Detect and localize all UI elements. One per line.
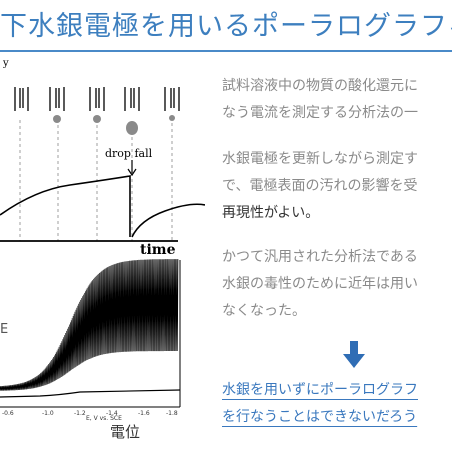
p1-line-2: なう電流を測定する分析法の一 xyxy=(222,105,418,121)
paragraph-3: かつて汎用された分析法である 水銀の毒性のために近年は用い なくなった。 xyxy=(222,244,452,325)
left-axis-fragment: E xyxy=(0,322,8,337)
paragraph-2: 水銀電極を更新しながら測定す で、電極表面の汚れの影響を受 再現性がよい。 xyxy=(222,146,452,227)
electrode-5 xyxy=(164,87,180,111)
mercury-drop-falling xyxy=(126,121,138,135)
drop-fall-label: drop fall xyxy=(105,147,153,160)
p2-line-3: 再現性がよい。 xyxy=(222,205,320,221)
mercury-drop-5 xyxy=(169,115,175,121)
mercury-drop-1 xyxy=(53,115,61,123)
tick-label: -1.6 xyxy=(138,410,150,417)
p2-line-1: 水銀電極を更新しながら測定す xyxy=(222,151,418,167)
electrodes xyxy=(14,87,180,111)
tick-label: -0.6 xyxy=(2,410,14,417)
time-axis-label: time xyxy=(140,242,176,258)
tick-label: -1.2 xyxy=(74,410,86,417)
paragraph-1: 試料溶液中の物質の酸化還元に なう電流を測定する分析法の一 xyxy=(222,73,452,127)
p2-line-2: で、電極表面の汚れの影響を受 xyxy=(222,178,418,194)
tick-label: -1.4 xyxy=(106,410,118,417)
down-arrow-icon xyxy=(343,341,365,369)
title-underline xyxy=(0,50,452,52)
p3-line-2: 水銀の毒性のために近年は用い xyxy=(222,276,418,292)
polarography-figure: y drop fall time xyxy=(0,55,205,452)
top-ylabel: y xyxy=(2,58,9,69)
figure-svg: y drop fall time xyxy=(0,58,205,441)
potential-axis-label: 電位 xyxy=(110,423,140,441)
axis-unit-fragment: E, V vs. SCE xyxy=(86,415,122,422)
electrode-2 xyxy=(49,87,65,111)
tick-label: -1.0 xyxy=(42,410,54,417)
tick-label: -1.8 xyxy=(166,410,178,417)
p3-line-1: かつて汎用された分析法である xyxy=(222,249,418,265)
mercury-drop-2 xyxy=(93,115,101,123)
electrode-1 xyxy=(14,87,29,111)
dashed-guides xyxy=(19,120,173,241)
question-text: 水銀を用いずにポーラログラフ を行なうことはできないだろう xyxy=(222,377,452,431)
p1-line-1: 試料溶液中の物質の酸化還元に xyxy=(222,78,418,94)
electrode-4 xyxy=(124,87,140,111)
polarogram-trace xyxy=(0,259,179,391)
slide-title: 下水銀電極を用いるポーラログラフィー xyxy=(0,11,452,42)
polarogram: E E, V vs. SCE -0.6 -1.0 -1.2 -1.4 -1.6 … xyxy=(0,259,181,441)
residual-current-line xyxy=(0,389,181,398)
question-line-1: 水銀を用いずにポーラログラフ xyxy=(222,382,418,398)
electrode-3 xyxy=(89,87,105,111)
question-line-2: を行なうことはできないだろう xyxy=(222,409,418,425)
current-time-curve xyxy=(0,175,205,238)
p3-line-3: なくなった。 xyxy=(222,303,306,319)
